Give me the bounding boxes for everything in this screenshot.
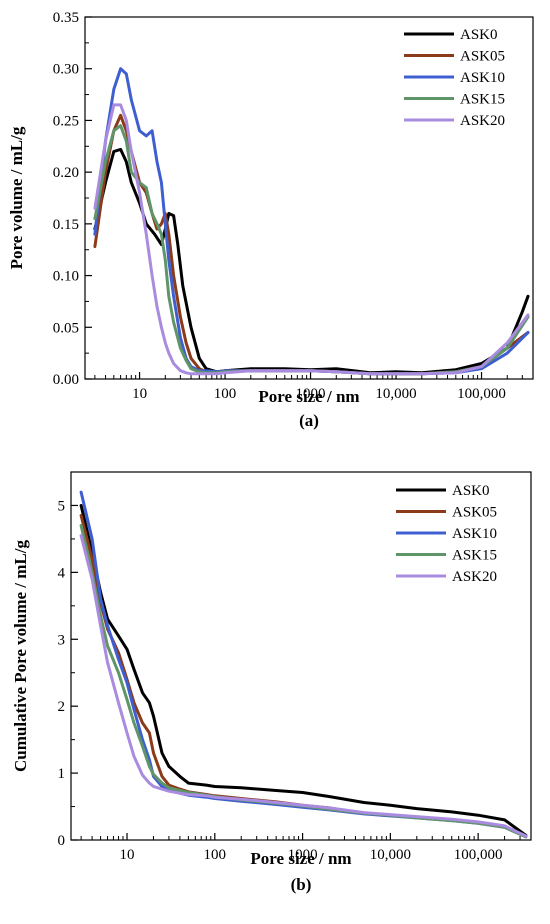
- y-tick-label: 0: [58, 833, 66, 849]
- y-axis-title: Cumulative Pore volume / mL/g: [11, 540, 30, 772]
- x-axis-title: Pore size / nm: [258, 387, 359, 406]
- y-axis-title: Pore volume / mL/g: [7, 126, 26, 269]
- legend-label: ASK10: [452, 526, 497, 542]
- legend: ASK0 ASK05 ASK10 ASK15 ASK20: [404, 27, 505, 129]
- x-tick-label: 1000: [288, 847, 318, 863]
- series-line-ask20: [93, 103, 530, 376]
- x-axis-title: Pore size / nm: [250, 849, 351, 868]
- x-tick-label: 100,000: [457, 386, 506, 402]
- legend-label: ASK20: [452, 569, 497, 585]
- y-tick-label: 0.10: [53, 269, 79, 285]
- panel-label: (a): [299, 411, 319, 430]
- legend-label: ASK15: [460, 92, 505, 108]
- y-tick-label: 1: [58, 766, 66, 782]
- chart-panel-b: 10 100 1000 10,000 100,000012345ASK0ASK05ASK…: [11, 471, 532, 894]
- series-line-ask05: [79, 514, 528, 839]
- x-tick-label: 100,000: [454, 847, 503, 863]
- y-tick-label: 0.20: [53, 165, 79, 181]
- plot-frame: [70, 471, 532, 841]
- y-tick-label: 4: [58, 565, 66, 581]
- panel-label: (b): [291, 875, 312, 894]
- series-line-ask20: [79, 534, 528, 838]
- legend: ASK0 ASK05 ASK10 ASK15 ASK20: [396, 483, 497, 585]
- series-line-ask0: [93, 147, 530, 375]
- x-tick-label: 10: [120, 847, 135, 863]
- y-tick-label: 0.30: [53, 62, 79, 78]
- series-line-ask15: [93, 124, 530, 376]
- legend-label: ASK15: [452, 548, 497, 564]
- x-tick-label: 10,000: [370, 847, 411, 863]
- y-tick-label: 0.00: [53, 372, 79, 388]
- x-tick-label: 10,000: [375, 386, 416, 402]
- y-tick-label: 5: [58, 498, 66, 514]
- legend-label: ASK0: [460, 27, 498, 43]
- series-line-ask0: [79, 504, 528, 837]
- series-line-ask10: [79, 490, 528, 839]
- legend-label: ASK10: [460, 70, 505, 86]
- y-tick-label: 0.35: [53, 10, 79, 26]
- x-tick-label: 100: [214, 386, 237, 402]
- legend-label: ASK0: [452, 483, 490, 499]
- chart-panel-a: 10 100 1000 10,000 100,000 0.00 0.05 0.10 0.15 0.…: [7, 10, 534, 430]
- y-tick-label: 0.15: [53, 217, 79, 233]
- y-tick-label: 0.05: [53, 320, 79, 336]
- legend-label: ASK05: [452, 505, 497, 521]
- y-tick-label: 0.25: [53, 113, 79, 129]
- y-tick-label: 3: [58, 632, 66, 648]
- legend-label: ASK20: [460, 113, 505, 129]
- x-tick-label: 10: [132, 386, 147, 402]
- legend-label: ASK05: [460, 49, 505, 65]
- y-tick-label: 2: [58, 699, 66, 715]
- x-tick-label: 100: [204, 847, 227, 863]
- x-tick-label: 1000: [296, 386, 326, 402]
